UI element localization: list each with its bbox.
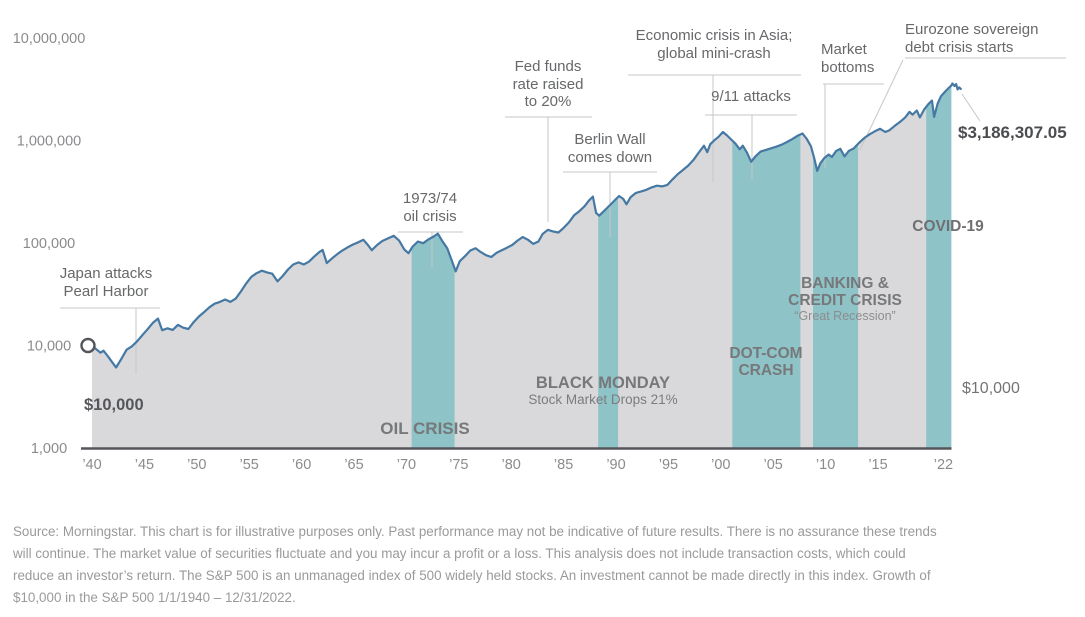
banking-crisis-subtitle: “Great Recession” xyxy=(794,309,896,323)
source-text-line: $10,000 in the S&P 500 1/1/1940 – 12/31/… xyxy=(13,590,296,605)
x-axis-tick-label: ’05 xyxy=(764,457,783,473)
annotation-eurozone-debt-crisis: Eurozone sovereign debt crisis starts xyxy=(905,21,1039,56)
source-text-line: will continue. The market value of secur… xyxy=(13,546,906,561)
banking-crisis-title: BANKING & CREDIT CRISIS xyxy=(788,275,902,309)
x-axis-tick-label: ’55 xyxy=(240,457,259,473)
start-value-label: $10,000 xyxy=(84,396,144,414)
x-axis-tick-label: ’95 xyxy=(659,457,678,473)
leader-lines xyxy=(60,57,1066,374)
black-monday-title: BLACK MONDAY xyxy=(535,374,671,392)
y-axis-tick-label: 10,000,000 xyxy=(13,31,86,47)
x-axis-tick-label: ’40 xyxy=(82,457,101,473)
end-value-pointer xyxy=(961,93,981,122)
source-text-line: Source: Morningstar. This chart is for i… xyxy=(13,524,937,539)
x-axis-tick-label: ’85 xyxy=(554,457,573,473)
x-axis-tick-label: ’45 xyxy=(135,457,154,473)
end-value-label: $3,186,307.05 xyxy=(958,123,1067,142)
x-axis-tick-label: ’80 xyxy=(502,457,521,473)
band-label-dotcom-crash: DOT-COM CRASH xyxy=(729,345,803,379)
annotation-asia-crisis: Economic crisis in Asia; global mini-cra… xyxy=(635,27,793,62)
annotation-market-bottoms: Market bottoms xyxy=(821,41,875,76)
band-label-black-monday: BLACK MONDAY Stock Market Drops 21% xyxy=(528,374,677,407)
y-axis-labels: 10,000,000 1,000,000 100,000 10,000 1,000 xyxy=(13,31,86,457)
x-axis-tick-label: ’22 xyxy=(934,457,953,473)
sp500-line xyxy=(90,82,962,369)
x-axis-tick-label: ’50 xyxy=(187,457,206,473)
x-axis-tick-label: ’75 xyxy=(449,457,468,473)
sp500-growth-chart: 10,000,000 1,000,000 100,000 10,000 1,000 ’4… xyxy=(13,21,1067,473)
source-disclaimer: Source: Morningstar. This chart is for i… xyxy=(13,521,1073,609)
x-axis-tick-label: ’70 xyxy=(397,457,416,473)
x-axis-tick-label: ’90 xyxy=(606,457,625,473)
band-label-oil-crisis: OIL CRISIS xyxy=(380,419,470,438)
annotation-1973-74-oil-crisis: 1973/74 oil crisis xyxy=(402,190,458,225)
band-label-covid-19: COVID-19 xyxy=(912,218,984,235)
black-monday-subtitle: Stock Market Drops 21% xyxy=(528,392,678,407)
x-axis-tick-label: ’60 xyxy=(292,457,311,473)
x-axis-tick-label: ’10 xyxy=(816,457,835,473)
right-baseline-value-label: $10,000 xyxy=(962,380,1020,397)
y-axis-tick-label: 10,000 xyxy=(27,339,71,355)
x-axis-labels: ’40 ’45 ’50 ’55 ’60 ’65 ’70 ’75 ’80 ’85 ’90 ’95 ’00 ’… xyxy=(82,457,953,473)
y-axis-tick-label: 100,000 xyxy=(23,236,75,252)
annotation-fed-funds-rate: Fed funds rate raised to 20% xyxy=(512,58,584,110)
crisis-band xyxy=(926,85,952,448)
y-axis-tick-label: 1,000 xyxy=(31,441,67,457)
annotation-berlin-wall: Berlin Wall comes down xyxy=(567,131,653,166)
x-axis-tick-label: ’65 xyxy=(344,457,363,473)
x-axis-tick-label: ’00 xyxy=(711,457,730,473)
crisis-band xyxy=(732,85,801,448)
annotation-911-attacks: 9/11 attacks xyxy=(711,88,791,105)
x-axis-tick-label: ’15 xyxy=(868,457,887,473)
source-text-line: reduce an investor’s return. The S&P 500… xyxy=(13,568,931,583)
chart-canvas: 10,000,000 1,000,000 100,000 10,000 1,000 ’4… xyxy=(13,31,1066,473)
start-point-marker xyxy=(80,337,96,354)
y-axis-tick-label: 1,000,000 xyxy=(17,134,82,150)
band-label-banking-credit-crisis: BANKING & CREDIT CRISIS “Great Recession… xyxy=(788,275,902,323)
annotation-japan-attacks-pearl-harbor: Japan attacks Pearl Harbor xyxy=(59,265,153,300)
